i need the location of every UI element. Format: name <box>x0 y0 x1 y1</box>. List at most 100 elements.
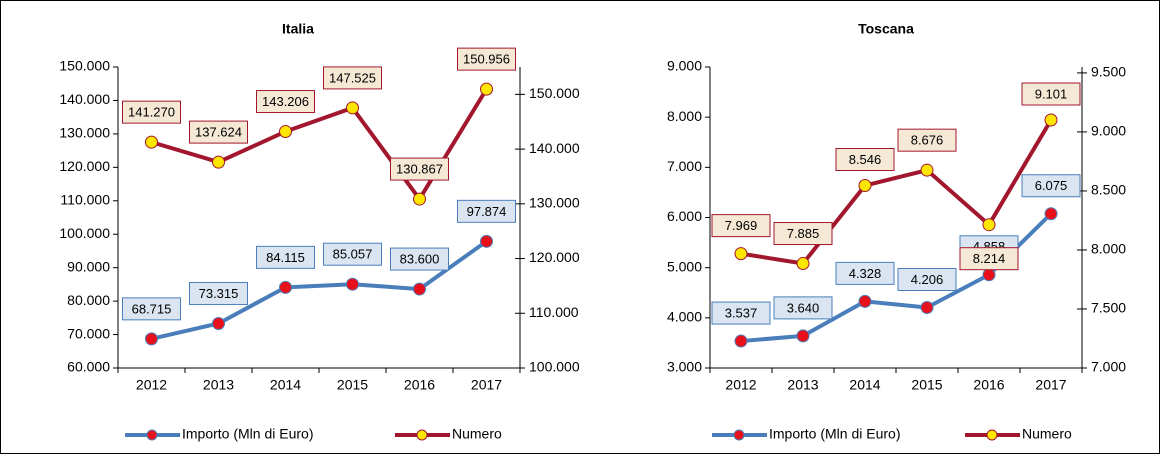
label-box <box>122 100 181 124</box>
data-label: 83.600 <box>400 252 440 267</box>
series-line <box>740 118 1053 266</box>
data-label: 4.328 <box>849 266 882 281</box>
legend-marker <box>416 429 428 441</box>
label-box <box>773 222 833 246</box>
data-label: 7.885 <box>787 226 820 241</box>
point <box>734 247 748 261</box>
point <box>279 125 292 139</box>
y2-tick-label: 8.000 <box>1091 241 1126 257</box>
y-tick-label: 60.000 <box>67 359 110 375</box>
chart-title: Toscana <box>858 21 914 37</box>
y-tick-label: 150.000 <box>59 58 110 74</box>
y-tick-label: 7.000 <box>667 158 702 174</box>
label-box <box>122 297 181 321</box>
data-label: 3.640 <box>787 300 820 315</box>
data-label: 84.115 <box>266 250 305 265</box>
point <box>480 234 493 248</box>
x-tick-label: 2015 <box>337 377 368 393</box>
data-label: 8.214 <box>973 251 1006 266</box>
legend-label: Importo (Mln di Euro) <box>182 426 313 442</box>
legend-label: Numero <box>452 426 502 442</box>
point <box>212 316 225 330</box>
x-tick-label: 2013 <box>787 377 818 393</box>
y-tick-label: 8.000 <box>667 108 702 124</box>
x-tick-label: 2012 <box>136 377 167 393</box>
y2-tick-label: 100.000 <box>529 359 580 375</box>
x-tick-label: 2016 <box>404 377 435 393</box>
point <box>279 280 292 294</box>
data-label: 130.867 <box>396 162 443 177</box>
label-box <box>835 148 895 172</box>
y2-tick-label: 120.000 <box>529 249 580 265</box>
label-box <box>256 90 315 114</box>
x-tick-label: 2016 <box>973 377 1004 393</box>
y2-tick-label: 110.000 <box>529 304 579 320</box>
label-box <box>711 301 771 325</box>
x-tick-label: 2015 <box>911 377 942 393</box>
label-box <box>390 247 449 271</box>
data-label: 97.874 <box>467 204 507 219</box>
label-box <box>390 157 449 181</box>
label-box <box>323 242 382 266</box>
y2-tick-label: 130.000 <box>529 195 580 211</box>
label-box <box>256 245 315 269</box>
x-tick-label: 2017 <box>471 377 502 393</box>
point <box>920 300 934 314</box>
x-tick-label: 2013 <box>203 377 234 393</box>
data-label: 73.315 <box>199 286 239 301</box>
x-tick-label: 2012 <box>725 377 756 393</box>
point <box>796 257 810 271</box>
point <box>1044 113 1058 127</box>
point <box>145 332 158 346</box>
y2-tick-label: 140.000 <box>529 140 580 156</box>
data-label: 6.075 <box>1035 178 1068 193</box>
point <box>858 294 872 308</box>
label-box <box>457 47 516 71</box>
y-tick-label: 70.000 <box>67 325 110 341</box>
data-label: 4.206 <box>911 272 944 287</box>
y-tick-label: 90.000 <box>67 258 110 274</box>
series-line <box>151 239 488 341</box>
data-label: 85.057 <box>333 247 373 262</box>
legend-marker <box>986 429 998 441</box>
legend-label: Numero <box>1022 426 1072 442</box>
data-label: 9.101 <box>1035 86 1068 101</box>
point <box>413 282 426 296</box>
y-tick-label: 6.000 <box>667 208 702 224</box>
label-box <box>323 66 382 90</box>
y-tick-label: 9.000 <box>667 58 702 74</box>
y2-tick-label: 8.500 <box>1091 182 1126 198</box>
point <box>480 82 493 96</box>
y-tick-label: 3.000 <box>667 359 702 375</box>
data-label: 3.537 <box>725 305 758 320</box>
data-label: 7.969 <box>725 218 758 233</box>
legend-label: Importo (Mln di Euro) <box>769 426 900 442</box>
point <box>858 179 872 193</box>
y-tick-label: 5.000 <box>667 258 702 274</box>
data-label: 8.546 <box>849 152 882 167</box>
label-box <box>189 281 248 305</box>
y-tick-label: 100.000 <box>59 225 110 241</box>
point <box>1044 207 1058 221</box>
point <box>982 218 996 232</box>
label-box <box>189 120 248 144</box>
x-tick-label: 2014 <box>270 377 301 393</box>
data-label: 143.206 <box>262 94 309 109</box>
label-box <box>773 296 833 320</box>
y2-tick-label: 150.000 <box>529 85 580 101</box>
series-line <box>150 88 489 202</box>
point <box>145 135 158 149</box>
legend-marker <box>733 429 745 441</box>
y-tick-label: 130.000 <box>59 125 110 141</box>
y2-tick-label: 9.000 <box>1091 123 1126 139</box>
data-label: 137.624 <box>195 125 242 140</box>
data-label: 150.956 <box>463 52 510 67</box>
label-box <box>897 267 957 291</box>
legend-marker <box>146 429 158 441</box>
point <box>920 163 934 177</box>
label-box <box>1021 82 1081 106</box>
point <box>734 334 748 348</box>
data-label: 68.715 <box>132 301 172 316</box>
point <box>796 329 810 343</box>
